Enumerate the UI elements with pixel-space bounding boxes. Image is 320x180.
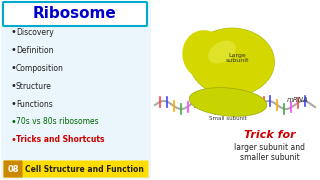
Text: Structure: Structure <box>16 82 52 91</box>
Text: Functions: Functions <box>16 100 53 109</box>
Ellipse shape <box>208 40 236 64</box>
Text: •: • <box>10 81 16 91</box>
Text: 08: 08 <box>7 165 19 174</box>
Text: •: • <box>10 27 16 37</box>
Text: Definition: Definition <box>16 46 53 55</box>
Text: Small subunit: Small subunit <box>209 116 247 120</box>
FancyBboxPatch shape <box>4 161 148 177</box>
Text: Trick for: Trick for <box>244 130 296 140</box>
Text: mRNA: mRNA <box>287 97 309 103</box>
Text: larger subunit and: larger subunit and <box>235 143 306 152</box>
Text: Composition: Composition <box>16 64 64 73</box>
Text: •: • <box>10 63 16 73</box>
Text: Tricks and Shortcuts: Tricks and Shortcuts <box>16 136 105 145</box>
FancyBboxPatch shape <box>3 2 147 26</box>
Text: Ribosome: Ribosome <box>33 6 117 21</box>
Text: 70s vs 80s ribosomes: 70s vs 80s ribosomes <box>16 118 99 127</box>
FancyBboxPatch shape <box>152 2 317 178</box>
Text: smaller subunit: smaller subunit <box>240 154 300 163</box>
Text: •: • <box>10 45 16 55</box>
Ellipse shape <box>182 30 228 80</box>
Text: •: • <box>10 135 16 145</box>
FancyBboxPatch shape <box>1 1 151 179</box>
Text: •: • <box>10 117 16 127</box>
Ellipse shape <box>189 28 275 96</box>
Text: Large
subunit: Large subunit <box>225 53 249 63</box>
Text: •: • <box>10 99 16 109</box>
Ellipse shape <box>189 88 267 116</box>
Text: Discovery: Discovery <box>16 28 54 37</box>
Text: Cell Structure and Function: Cell Structure and Function <box>25 165 143 174</box>
FancyBboxPatch shape <box>4 161 22 177</box>
